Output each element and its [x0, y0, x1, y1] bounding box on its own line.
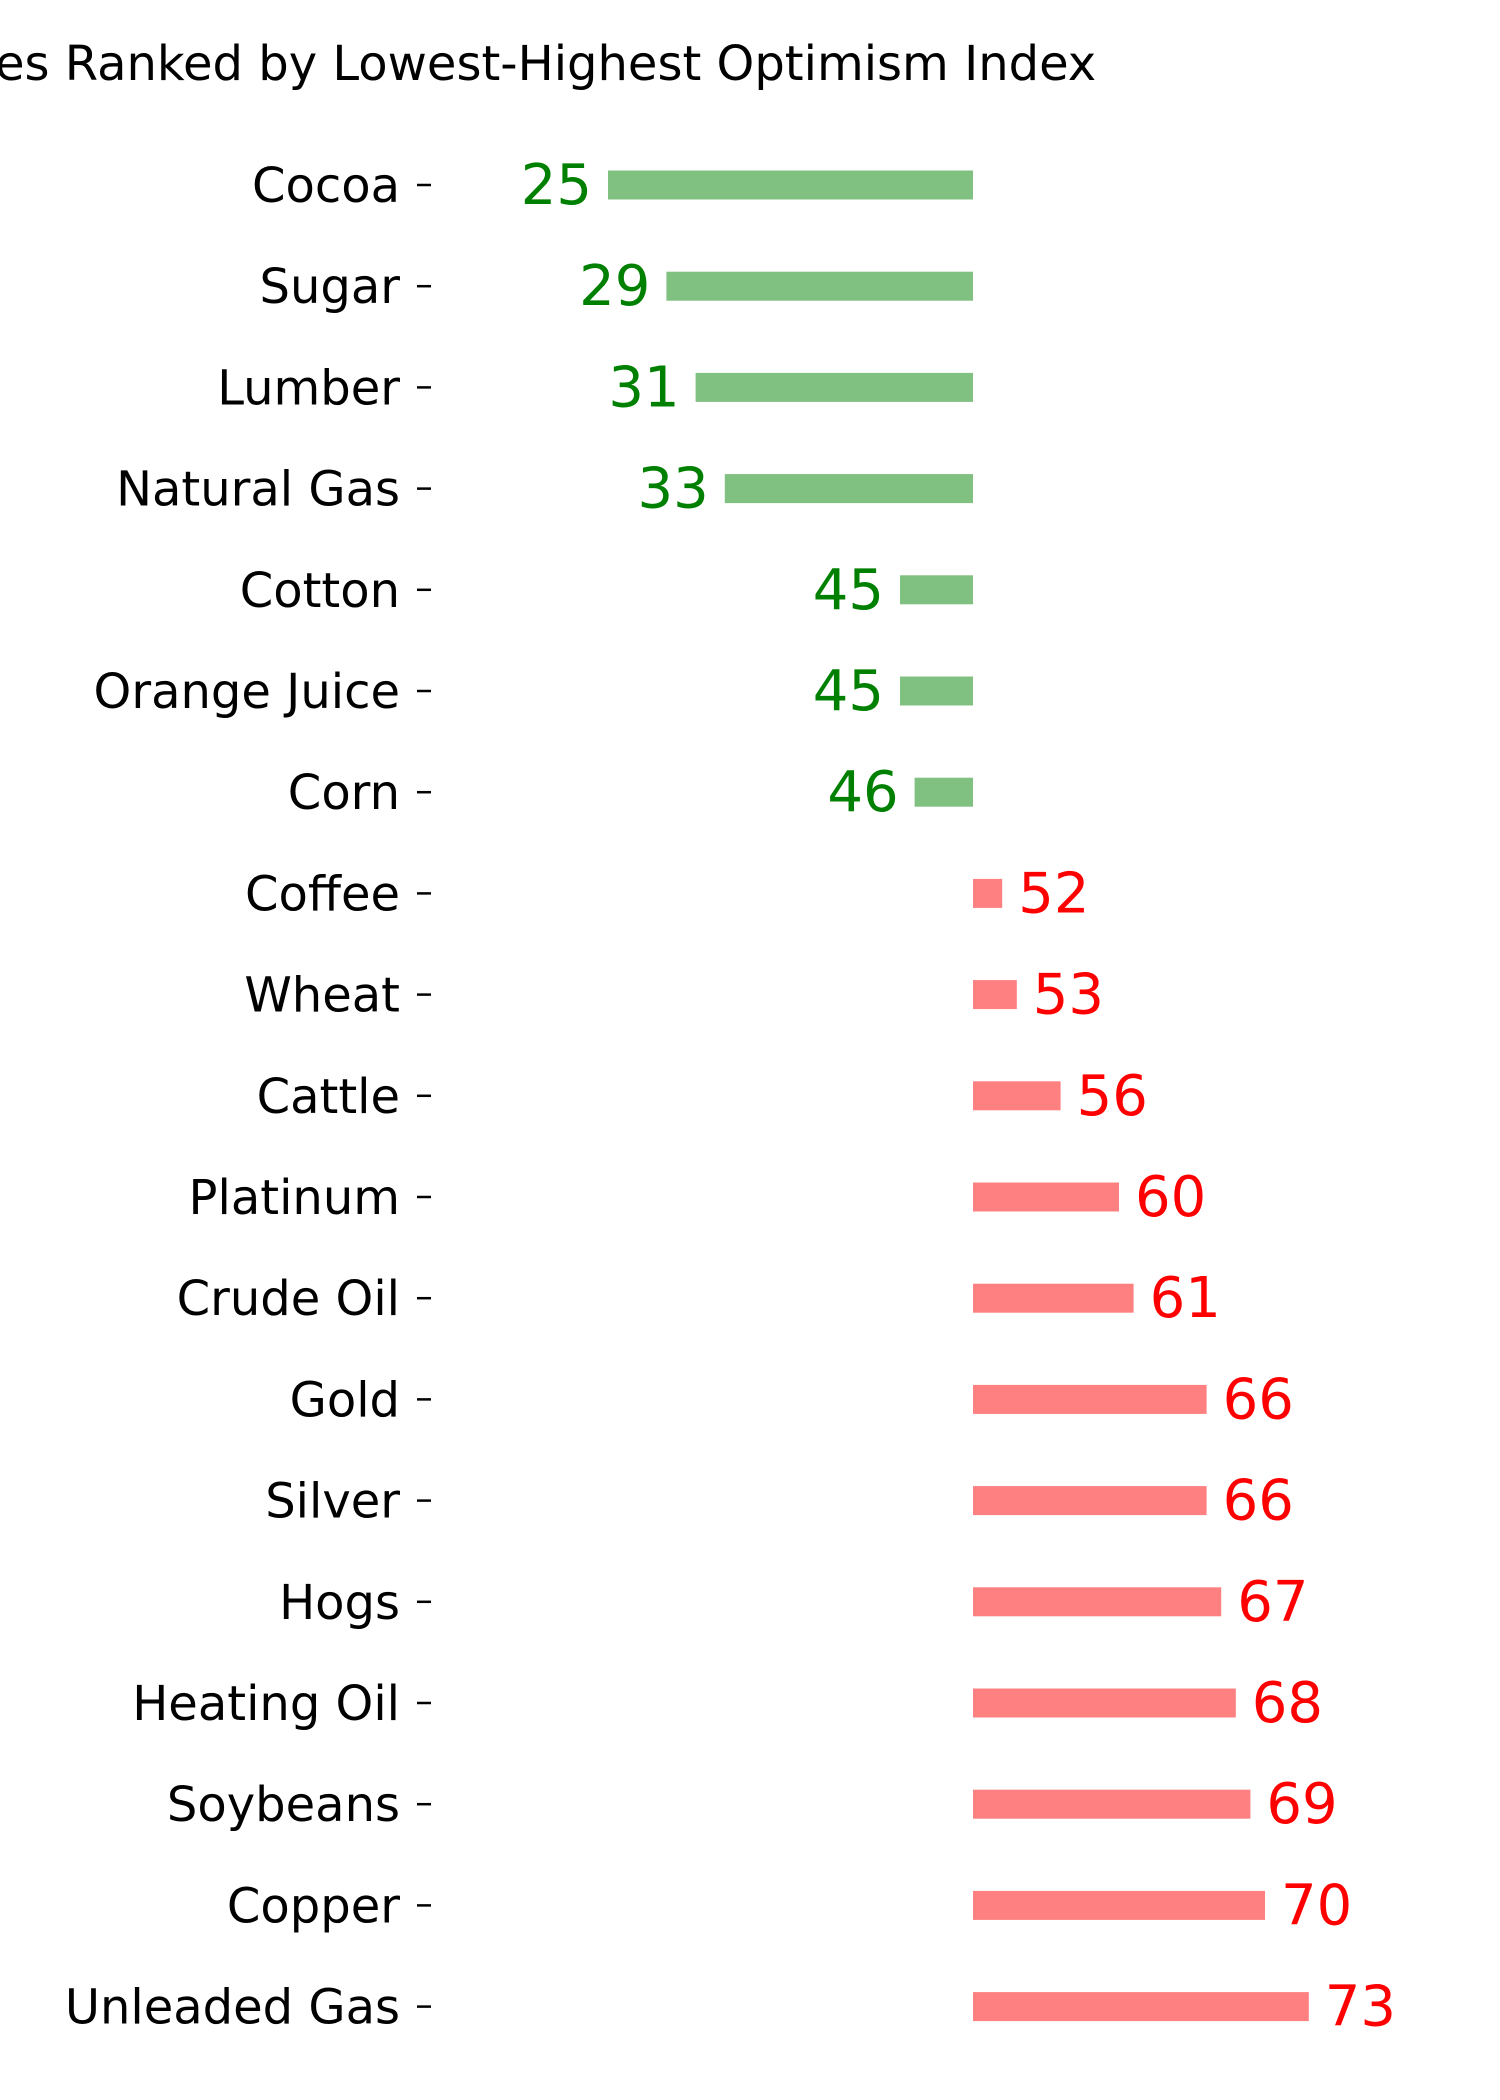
bar [973, 1384, 1207, 1414]
value-label: 53 [1033, 963, 1104, 1028]
value-label: 66 [1223, 1367, 1294, 1432]
bar [973, 980, 1017, 1010]
bar [973, 1182, 1119, 1212]
bar [695, 372, 973, 402]
bar [900, 676, 973, 706]
value-label: 46 [827, 760, 898, 825]
category-label: Copper [227, 1878, 400, 1934]
bar [608, 170, 973, 200]
value-label: 68 [1252, 1671, 1323, 1736]
bar [973, 1992, 1309, 2022]
chart-title: es Ranked by Lowest-Highest Optimism Ind… [0, 36, 1096, 92]
value-label: 69 [1266, 1772, 1337, 1837]
bar [973, 1789, 1251, 1819]
category-label: Silver [265, 1474, 400, 1530]
category-label: Hogs [279, 1575, 400, 1631]
bar [973, 1587, 1222, 1617]
value-label: 66 [1223, 1469, 1294, 1534]
bar [900, 575, 973, 605]
category-label: Soybeans [167, 1777, 400, 1833]
category-label: Cocoa [252, 158, 400, 214]
category-label: Lumber [217, 360, 400, 416]
category-label: Natural Gas [116, 462, 400, 518]
category-label: Wheat [244, 968, 400, 1024]
category-label: Unleaded Gas [65, 1980, 400, 2036]
chart-rows: Cocoa 25 Sugar 29 Lumber 31 Natural Gas 33 Cotto… [65, 153, 1396, 2040]
value-label: 73 [1325, 1975, 1396, 2040]
category-label: Heating Oil [132, 1676, 400, 1732]
category-label: Cotton [240, 563, 400, 619]
category-label: Platinum [189, 1170, 400, 1226]
value-label: 60 [1135, 1165, 1206, 1230]
bar [666, 271, 973, 301]
bar [914, 777, 973, 807]
category-label: Corn [288, 765, 400, 821]
value-label: 31 [608, 355, 679, 420]
category-label: Orange Juice [94, 664, 400, 720]
value-label: 25 [521, 153, 592, 218]
category-label: Gold [290, 1372, 400, 1428]
bar [973, 1688, 1236, 1718]
bar [973, 1890, 1265, 1920]
category-label: Coffee [245, 866, 400, 922]
value-label: 33 [638, 457, 709, 522]
value-label: 70 [1281, 1873, 1352, 1938]
value-label: 45 [813, 558, 884, 623]
value-label: 56 [1077, 1064, 1148, 1129]
bar [724, 474, 973, 504]
value-label: 67 [1237, 1570, 1308, 1635]
bar [973, 1081, 1061, 1111]
value-label: 29 [579, 254, 650, 319]
category-label: Cattle [257, 1069, 400, 1125]
value-label: 45 [813, 659, 884, 724]
bar [973, 1486, 1207, 1516]
bar [973, 1283, 1134, 1313]
value-label: 52 [1018, 861, 1089, 926]
category-label: Sugar [259, 259, 400, 315]
category-label: Crude Oil [177, 1271, 400, 1327]
value-label: 61 [1150, 1266, 1221, 1331]
bar [973, 878, 1003, 908]
